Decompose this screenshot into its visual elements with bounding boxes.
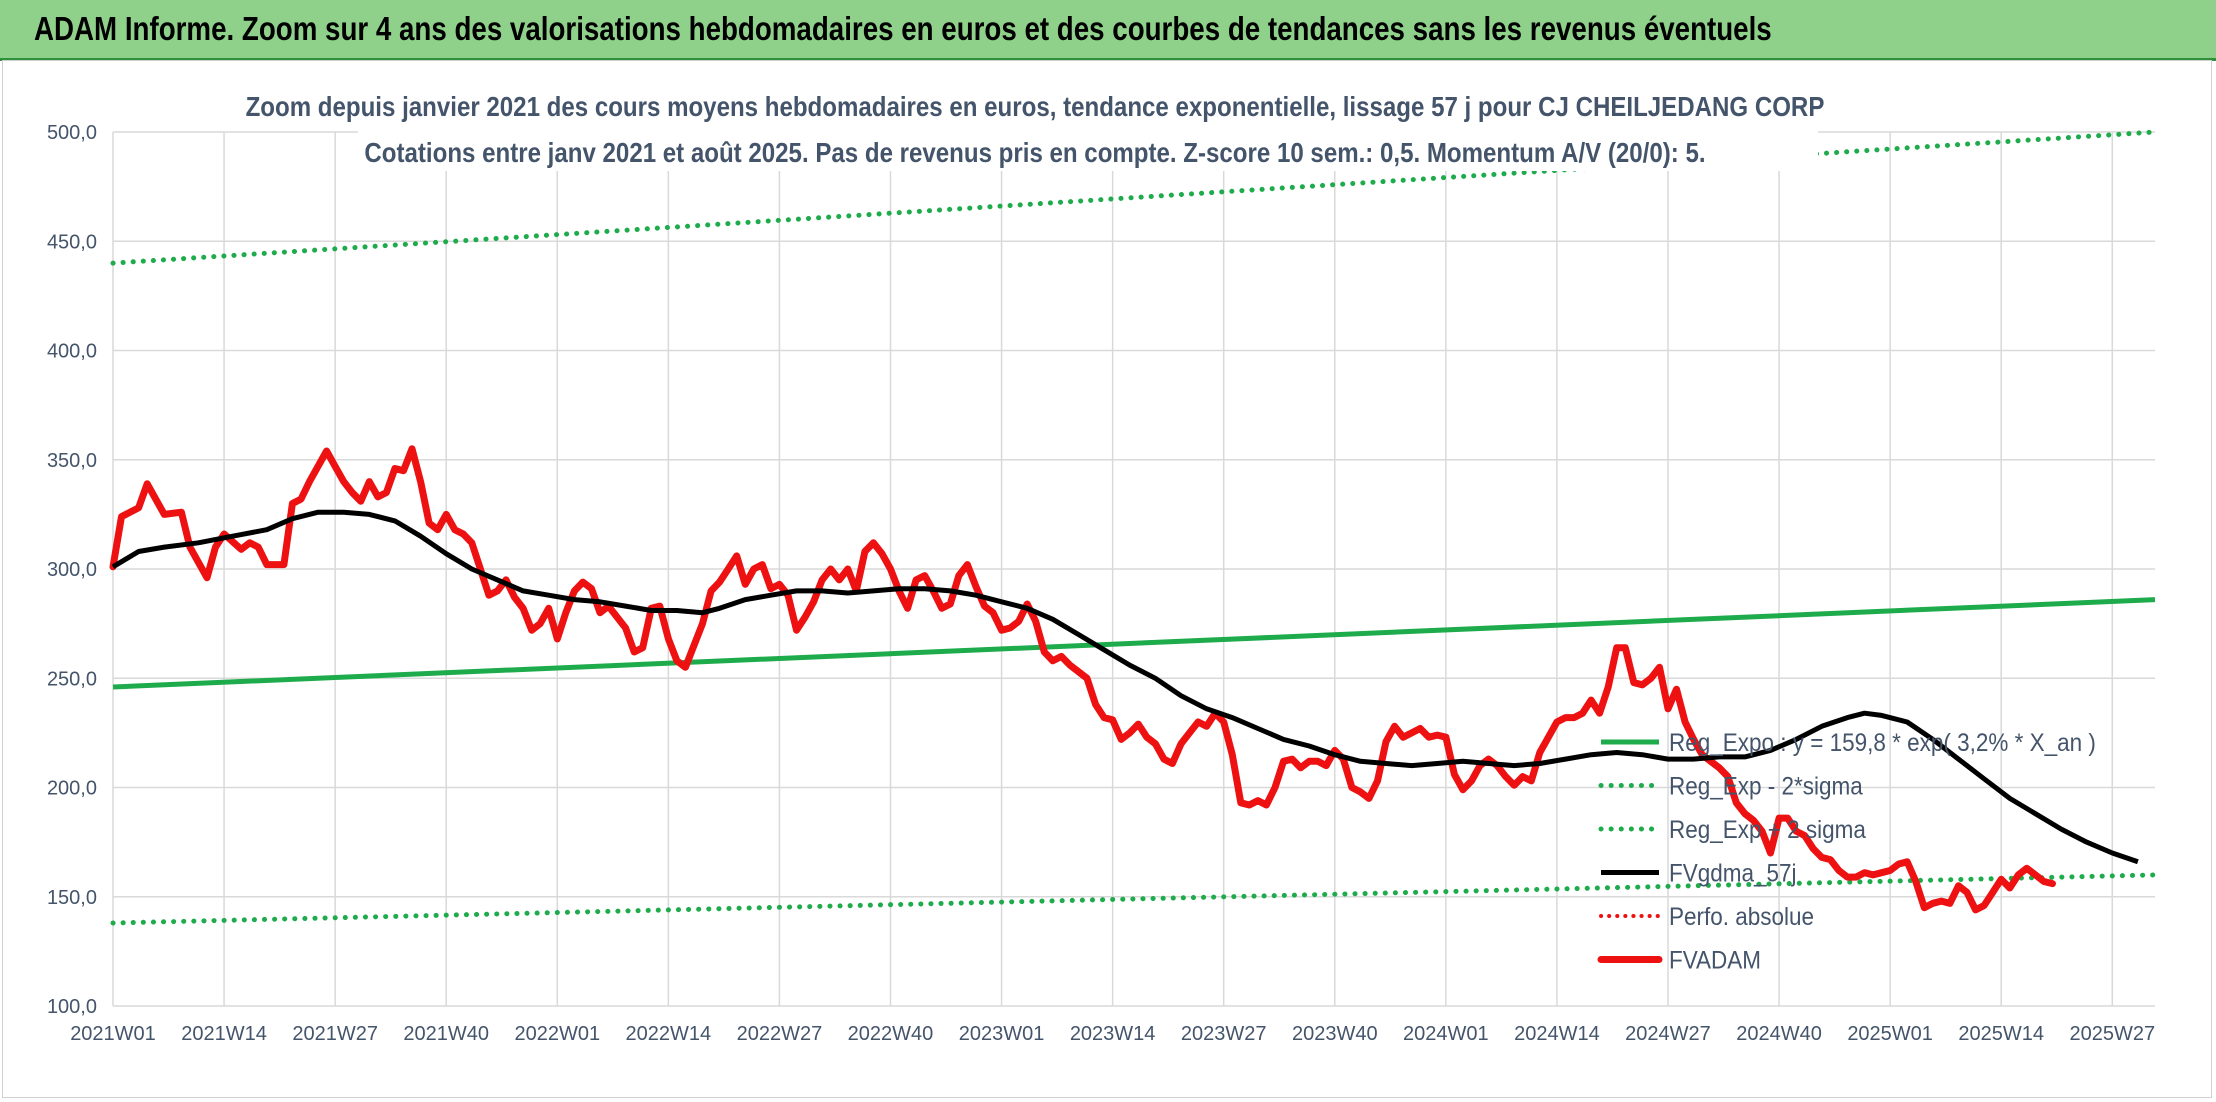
x-tick-label: 2025W14 bbox=[1958, 1023, 2044, 1045]
y-tick-label: 250,0 bbox=[47, 668, 97, 690]
y-tick-label: 100,0 bbox=[47, 996, 97, 1018]
fvadam-line bbox=[109, 445, 2056, 914]
legend-label: Perfo. absolue bbox=[1669, 903, 1814, 931]
y-tick-label: 200,0 bbox=[47, 778, 97, 800]
x-tick-label: 2022W01 bbox=[514, 1023, 600, 1045]
reg-expo-line bbox=[112, 597, 2156, 690]
x-tick-label: 2025W01 bbox=[1847, 1023, 1933, 1045]
title-background bbox=[298, 79, 1918, 119]
x-tick-label: 2021W14 bbox=[181, 1023, 267, 1045]
report-title: ADAM Informe. Zoom sur 4 ans des valoris… bbox=[34, 10, 1772, 47]
line-chart: 500,0 450,0 400,0 350,0 300,0 250,0 200,0 150,0… bbox=[47, 79, 2158, 1045]
y-tick-label: 500,0 bbox=[47, 122, 97, 144]
x-tick-label: 2023W40 bbox=[1292, 1023, 1378, 1045]
legend-label: Reg_Exp + 2 sigma bbox=[1669, 816, 1867, 844]
x-tick-label: 2022W27 bbox=[737, 1023, 823, 1045]
x-tick-label: 2023W27 bbox=[1181, 1023, 1267, 1045]
legend-label: Reg_Exp - 2*sigma bbox=[1669, 772, 1863, 800]
x-tick-label: 2024W27 bbox=[1625, 1023, 1711, 1045]
subtitle-background bbox=[358, 121, 1818, 171]
y-tick-label: 300,0 bbox=[47, 559, 97, 581]
legend-label: Reg_Expo : y = 159,8 * exp( 3,2% * X_an … bbox=[1669, 729, 2096, 757]
x-tick-label: 2024W01 bbox=[1403, 1023, 1489, 1045]
y-tick-label: 350,0 bbox=[47, 450, 97, 472]
legend-label: FVADAM bbox=[1669, 946, 1761, 974]
reg-minus-2sigma-line bbox=[110, 872, 2158, 926]
x-tick-label: 2021W40 bbox=[403, 1023, 489, 1045]
fvgdma-57j-line bbox=[111, 509, 2139, 865]
x-tick-label: 2023W01 bbox=[959, 1023, 1045, 1045]
chart-frame: 500,0 450,0 400,0 350,0 300,0 250,0 200,0 150,0… bbox=[2, 60, 2212, 1098]
y-tick-label: 400,0 bbox=[47, 341, 97, 363]
legend-label: FVgdma_57j bbox=[1669, 859, 1796, 887]
chart-title: Zoom depuis janvier 2021 des cours moyen… bbox=[246, 90, 1825, 122]
x-tick-label: 2021W01 bbox=[70, 1023, 156, 1045]
report-banner: ADAM Informe. Zoom sur 4 ans des valoris… bbox=[0, 0, 2216, 61]
y-tick-label: 450,0 bbox=[47, 231, 97, 253]
chart-subtitle: Cotations entre janv 2021 et août 2025. … bbox=[364, 136, 1705, 168]
x-tick-label: 2022W14 bbox=[626, 1023, 712, 1045]
x-tick-label: 2021W27 bbox=[292, 1023, 378, 1045]
x-tick-label: 2025W27 bbox=[2069, 1023, 2155, 1045]
x-tick-label: 2024W14 bbox=[1514, 1023, 1600, 1045]
x-tick-label: 2024W40 bbox=[1736, 1023, 1822, 1045]
y-tick-label: 150,0 bbox=[47, 887, 97, 909]
x-tick-label: 2023W14 bbox=[1070, 1023, 1156, 1045]
x-tick-label: 2022W40 bbox=[848, 1023, 934, 1045]
